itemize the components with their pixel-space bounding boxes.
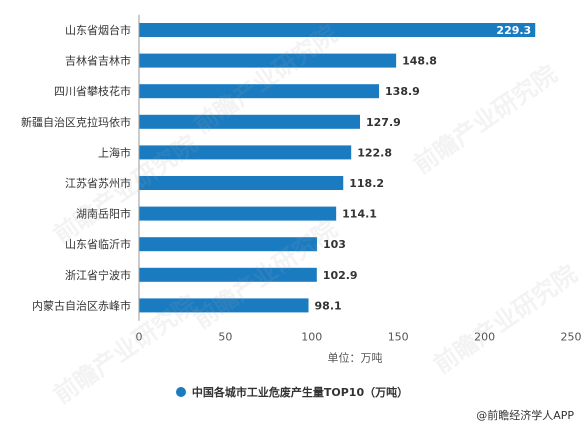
x-tick-label: 100	[301, 331, 322, 344]
data-label: 138.9	[385, 85, 420, 98]
x-axis-title: 单位：万吨	[328, 351, 383, 365]
data-label: 98.1	[315, 299, 342, 312]
bar	[139, 145, 352, 160]
category-label: 浙江省宁波市	[65, 268, 131, 282]
bar	[139, 84, 380, 99]
x-tick-label: 200	[474, 331, 495, 344]
category-label: 山东省烟台市	[65, 23, 131, 37]
data-label: 122.8	[357, 146, 392, 159]
bars	[139, 23, 536, 313]
bar	[139, 267, 317, 282]
source-credit: @前瞻经济学人APP	[476, 409, 574, 422]
bar	[139, 237, 317, 252]
category-label: 新疆自治区克拉玛依市	[21, 115, 131, 129]
x-tick-labels: 0 50 100 150 200 250	[136, 331, 582, 344]
category-label: 江苏省苏州市	[65, 176, 131, 190]
category-labels: 山东省烟台市吉林省吉林市四川省攀枝花市新疆自治区克拉玛依市上海市江苏省苏州市湖南…	[21, 23, 131, 312]
category-label: 吉林省吉林市	[65, 54, 131, 68]
category-label: 山东省临沂市	[65, 237, 131, 251]
category-label: 湖南岳阳市	[76, 207, 131, 221]
data-label: 118.2	[349, 177, 384, 190]
data-label: 229.3	[496, 24, 531, 37]
data-label: 103	[323, 238, 346, 251]
x-tick-label: 250	[561, 331, 582, 344]
category-label: 上海市	[98, 145, 131, 159]
bar	[139, 176, 344, 190]
x-tick-label: 150	[388, 331, 409, 344]
bar	[139, 206, 337, 221]
legend-label: 中国各城市工业危废产生量TOP10（万吨）	[191, 386, 409, 399]
bar	[139, 53, 397, 68]
value-labels: 229.3 148.8 138.9 127.9 122.8 118.2 114.1 103 10…	[315, 24, 532, 312]
x-tick-label: 50	[218, 331, 232, 344]
data-label: 102.9	[323, 269, 358, 282]
data-label: 114.1	[342, 208, 377, 221]
x-tick-label: 0	[136, 331, 143, 344]
bar	[139, 298, 309, 313]
category-label: 四川省攀枝花市	[54, 84, 131, 98]
category-label: 内蒙古自治区赤峰市	[32, 298, 131, 312]
legend: 中国各城市工业危废产生量TOP10（万吨）	[0, 384, 584, 400]
data-label: 148.8	[402, 55, 437, 68]
bar	[139, 23, 536, 37]
legend-marker	[175, 387, 186, 397]
data-label: 127.9	[366, 116, 401, 129]
bar	[139, 114, 361, 129]
